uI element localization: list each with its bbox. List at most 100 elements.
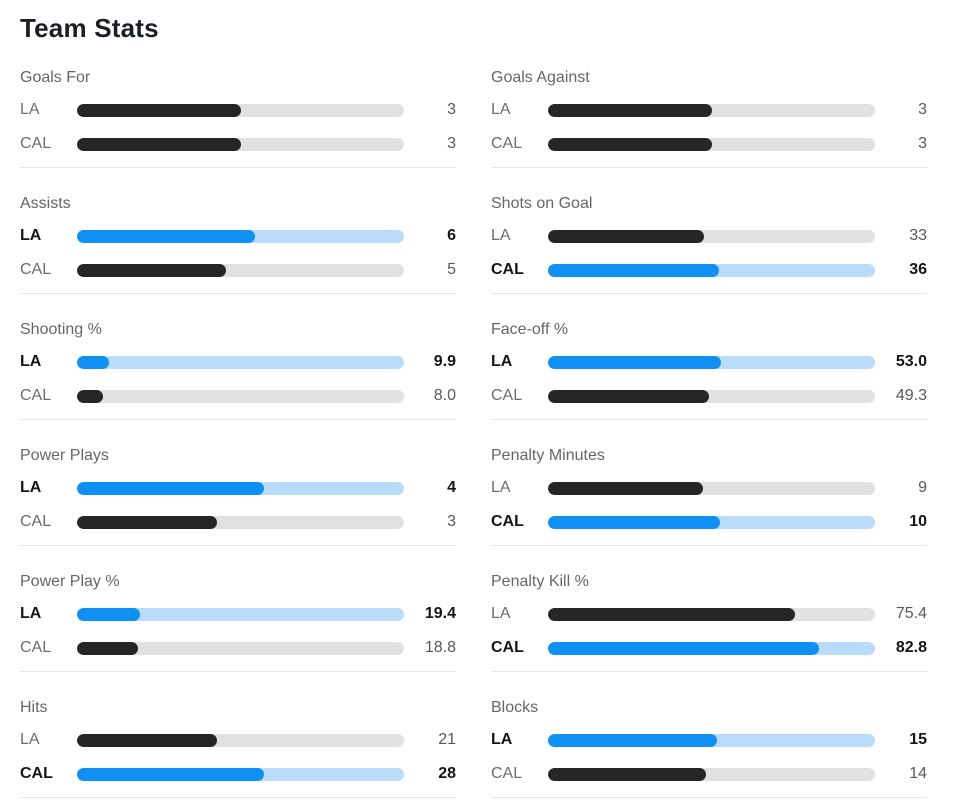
stat-value: 14 bbox=[909, 765, 927, 782]
bar-fill bbox=[77, 641, 139, 655]
stat-label: Goals Against bbox=[491, 69, 590, 86]
team-label: CAL bbox=[20, 135, 52, 152]
stat-row: LA 15 bbox=[491, 730, 927, 750]
bar-fill bbox=[548, 355, 722, 369]
stat-value: 49.3 bbox=[895, 387, 927, 404]
bar-fill bbox=[548, 641, 819, 655]
bar-fill bbox=[77, 103, 241, 117]
stat-row: LA 19.4 bbox=[20, 604, 456, 624]
stat-row: CAL 5 bbox=[20, 260, 456, 280]
stat-value: 8.0 bbox=[433, 387, 456, 404]
bar-track bbox=[77, 389, 404, 403]
bar-fill bbox=[548, 263, 719, 277]
stat-row: LA 3 bbox=[20, 100, 456, 120]
stat-value: 10 bbox=[909, 513, 927, 530]
stat-row: LA 21 bbox=[20, 730, 456, 750]
bar-track bbox=[77, 641, 404, 655]
bar-fill bbox=[548, 515, 721, 529]
team-label: CAL bbox=[20, 765, 53, 782]
stat-section: Goals For LA 3 CAL 3 bbox=[20, 42, 456, 168]
team-label: CAL bbox=[20, 261, 52, 278]
bar-track bbox=[77, 515, 404, 529]
bar-fill bbox=[548, 103, 712, 117]
stat-row: CAL 18.8 bbox=[20, 638, 456, 658]
stat-value: 3 bbox=[918, 135, 927, 152]
stat-row: CAL 36 bbox=[491, 260, 927, 280]
stat-label: Power Play % bbox=[20, 573, 120, 590]
bar-fill bbox=[77, 229, 256, 243]
stat-section: Penalty Minutes LA 9 CAL 10 bbox=[491, 420, 927, 546]
stat-section: Assists LA 6 CAL 5 bbox=[20, 168, 456, 294]
bar-track bbox=[77, 263, 404, 277]
bar-fill bbox=[77, 733, 218, 747]
team-label: LA bbox=[20, 353, 42, 370]
bar-track bbox=[77, 481, 404, 495]
stat-label: Face-off % bbox=[491, 321, 569, 338]
bar-fill bbox=[548, 481, 703, 495]
stat-row: LA 9 bbox=[491, 478, 927, 498]
bar-track bbox=[77, 733, 404, 747]
bar-fill bbox=[77, 389, 104, 403]
stat-row: LA 3 bbox=[491, 100, 927, 120]
stat-label: Penalty Kill % bbox=[491, 573, 589, 590]
bar-fill bbox=[548, 137, 712, 151]
stat-label: Shots on Goal bbox=[491, 195, 593, 212]
stat-row: LA 6 bbox=[20, 226, 456, 246]
team-label: CAL bbox=[491, 261, 524, 278]
bar-fill bbox=[77, 607, 141, 621]
stat-row: CAL 8.0 bbox=[20, 386, 456, 406]
stat-label: Goals For bbox=[20, 69, 91, 86]
bar-track bbox=[77, 229, 404, 243]
bar-track bbox=[548, 481, 875, 495]
stat-value: 9 bbox=[918, 479, 927, 496]
bar-fill bbox=[77, 767, 264, 781]
team-label: CAL bbox=[491, 639, 524, 656]
bar-track bbox=[548, 515, 875, 529]
team-label: LA bbox=[20, 101, 40, 118]
bar-fill bbox=[548, 607, 795, 621]
stat-value: 3 bbox=[447, 101, 456, 118]
stat-value: 15 bbox=[909, 731, 927, 748]
stat-section: Hits LA 21 CAL 28 bbox=[20, 672, 456, 798]
stat-row: CAL 3 bbox=[20, 134, 456, 154]
stat-value: 33 bbox=[909, 227, 927, 244]
team-label: LA bbox=[491, 605, 511, 622]
stat-section: Power Play % LA 19.4 CAL 18.8 bbox=[20, 546, 456, 672]
team-label: LA bbox=[491, 227, 511, 244]
stat-value: 28 bbox=[438, 765, 456, 782]
stat-value: 9.9 bbox=[433, 353, 456, 370]
bar-track bbox=[548, 263, 875, 277]
stat-row: CAL 3 bbox=[20, 512, 456, 532]
stat-value: 75.4 bbox=[895, 605, 927, 622]
bar-fill bbox=[77, 137, 241, 151]
stat-row: LA 53.0 bbox=[491, 352, 927, 372]
stat-section: Blocks LA 15 CAL 14 bbox=[491, 672, 927, 798]
bar-track bbox=[548, 607, 875, 621]
stat-section: Power Plays LA 4 CAL 3 bbox=[20, 420, 456, 546]
team-label: LA bbox=[491, 731, 513, 748]
stat-row: LA 9.9 bbox=[20, 352, 456, 372]
stat-value: 19.4 bbox=[424, 605, 456, 622]
bar-track bbox=[77, 607, 404, 621]
stat-value: 3 bbox=[447, 513, 456, 530]
page-title: Team Stats bbox=[20, 13, 159, 43]
bar-track bbox=[548, 389, 875, 403]
bar-fill bbox=[548, 767, 706, 781]
bar-track bbox=[77, 767, 404, 781]
team-label: CAL bbox=[20, 639, 52, 656]
bar-track bbox=[548, 355, 875, 369]
stat-label: Power Plays bbox=[20, 447, 109, 464]
stat-row: CAL 3 bbox=[491, 134, 927, 154]
stat-label: Hits bbox=[20, 699, 48, 716]
bar-track bbox=[548, 767, 875, 781]
stat-value: 5 bbox=[447, 261, 456, 278]
stat-value: 6 bbox=[447, 227, 456, 244]
stat-value: 18.8 bbox=[424, 639, 456, 656]
stat-section: Penalty Kill % LA 75.4 CAL 82.8 bbox=[491, 546, 927, 672]
stat-value: 3 bbox=[918, 101, 927, 118]
bar-track bbox=[77, 355, 404, 369]
stat-row: CAL 82.8 bbox=[491, 638, 927, 658]
stat-label: Blocks bbox=[491, 699, 539, 716]
stat-value: 4 bbox=[447, 479, 456, 496]
team-label: LA bbox=[20, 479, 42, 496]
